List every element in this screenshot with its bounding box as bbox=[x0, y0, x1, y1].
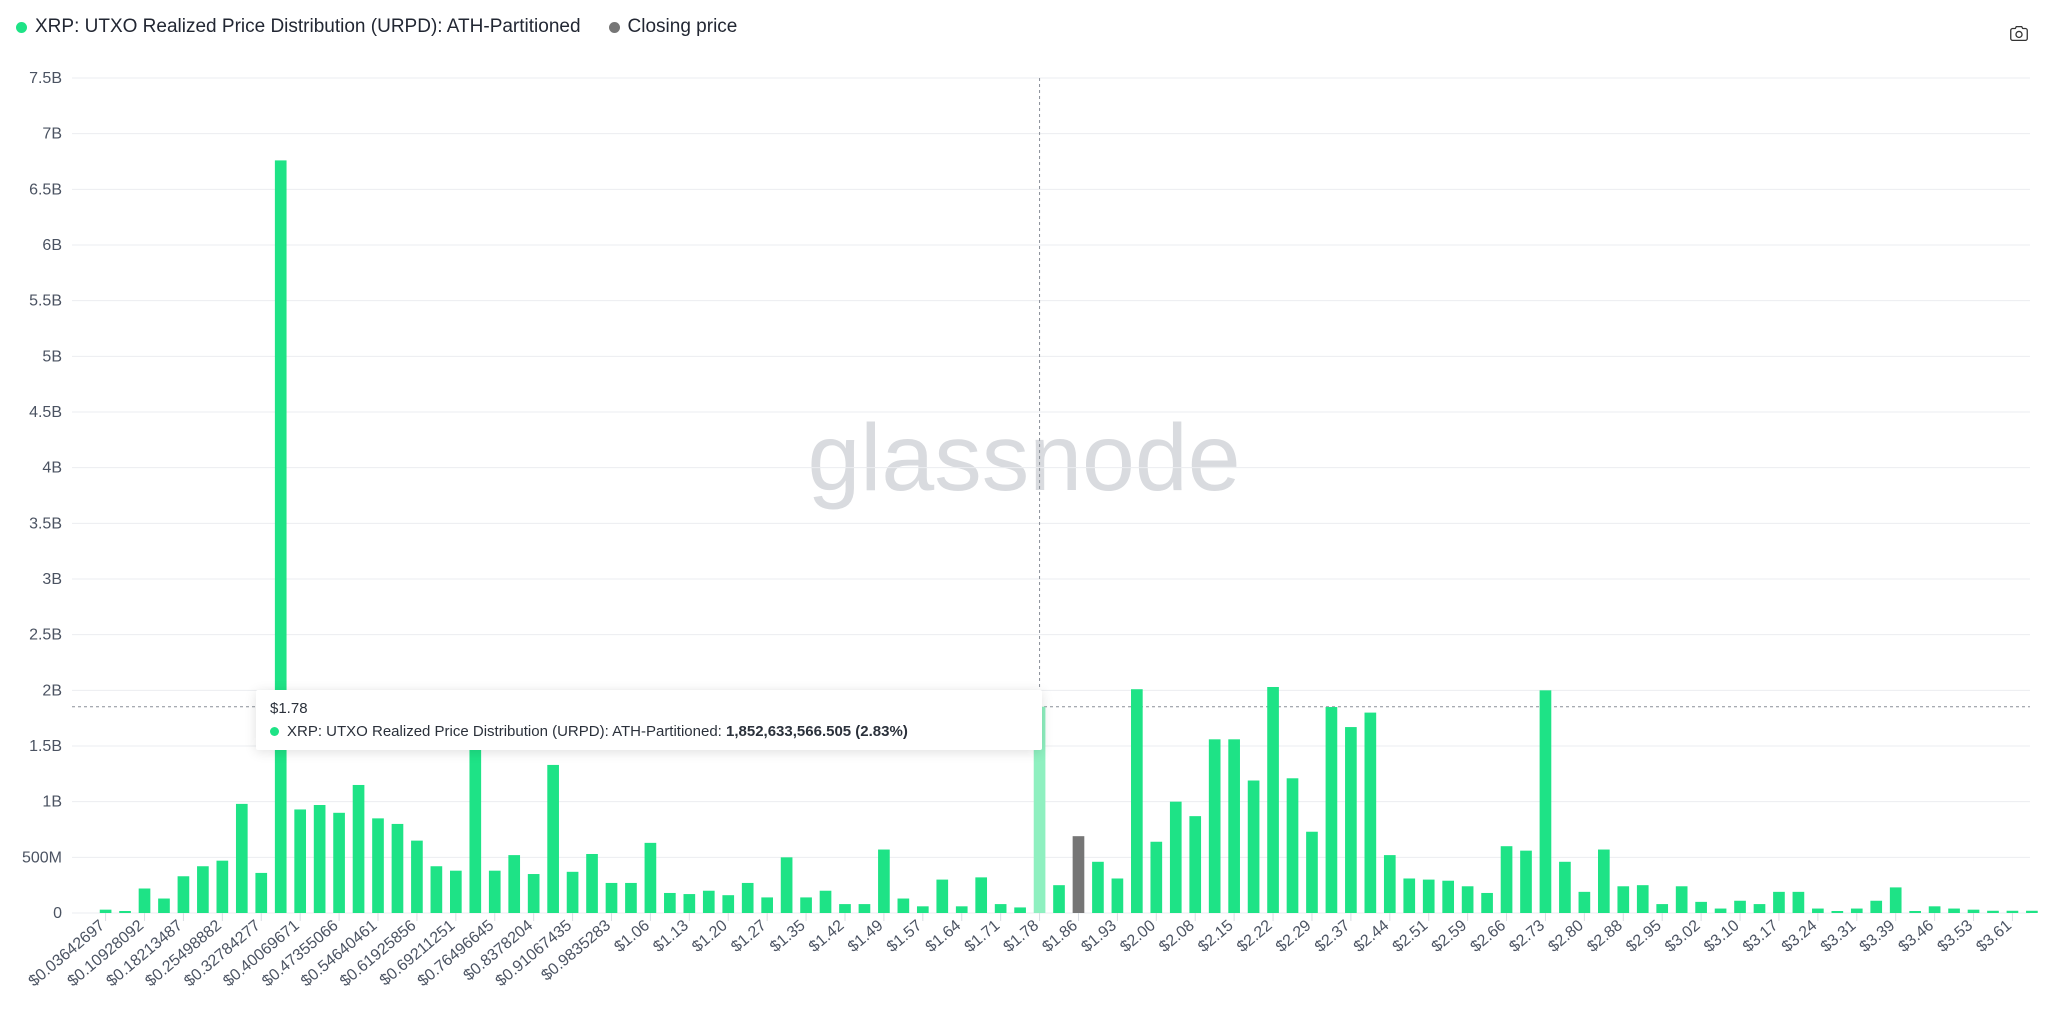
svg-text:$2.51: $2.51 bbox=[1390, 917, 1432, 956]
svg-text:$1.42: $1.42 bbox=[806, 917, 848, 956]
svg-text:$3.24: $3.24 bbox=[1779, 917, 1821, 956]
svg-text:$2.88: $2.88 bbox=[1584, 917, 1626, 956]
svg-text:$3.39: $3.39 bbox=[1857, 917, 1899, 956]
svg-text:$3.46: $3.46 bbox=[1896, 917, 1938, 956]
svg-text:$3.10: $3.10 bbox=[1701, 917, 1743, 956]
svg-text:glassnode: glassnode bbox=[807, 405, 1240, 511]
svg-text:$2.37: $2.37 bbox=[1312, 917, 1354, 956]
svg-text:1.5B: 1.5B bbox=[29, 738, 62, 755]
svg-text:3.5B: 3.5B bbox=[29, 515, 62, 532]
svg-text:$3.61: $3.61 bbox=[1973, 917, 2015, 956]
svg-text:6.5B: 6.5B bbox=[29, 181, 62, 198]
svg-text:$2.00: $2.00 bbox=[1117, 917, 1159, 956]
svg-text:$1.86: $1.86 bbox=[1039, 917, 1081, 956]
svg-text:7B: 7B bbox=[42, 126, 62, 143]
svg-text:2B: 2B bbox=[42, 682, 62, 699]
svg-text:$1.93: $1.93 bbox=[1078, 917, 1120, 956]
svg-text:$2.08: $2.08 bbox=[1156, 917, 1198, 956]
svg-text:4B: 4B bbox=[42, 460, 62, 477]
svg-text:$3.53: $3.53 bbox=[1934, 917, 1976, 956]
svg-text:7.5B: 7.5B bbox=[29, 70, 62, 87]
svg-text:$2.80: $2.80 bbox=[1545, 917, 1587, 956]
svg-text:$3.17: $3.17 bbox=[1740, 917, 1782, 956]
svg-text:$1.78: $1.78 bbox=[1001, 917, 1043, 956]
svg-text:2.5B: 2.5B bbox=[29, 627, 62, 644]
svg-text:3B: 3B bbox=[42, 571, 62, 588]
svg-text:6B: 6B bbox=[42, 237, 62, 254]
svg-text:$1.13: $1.13 bbox=[650, 917, 692, 956]
svg-text:$2.15: $2.15 bbox=[1195, 917, 1237, 956]
svg-text:500M: 500M bbox=[22, 849, 62, 866]
svg-text:$1.06: $1.06 bbox=[611, 917, 653, 956]
svg-text:$1.64: $1.64 bbox=[923, 917, 965, 956]
svg-text:$3.31: $3.31 bbox=[1818, 917, 1860, 956]
svg-text:$1.20: $1.20 bbox=[689, 917, 731, 956]
svg-text:4.5B: 4.5B bbox=[29, 404, 62, 421]
svg-text:$2.95: $2.95 bbox=[1623, 917, 1665, 956]
svg-text:0: 0 bbox=[53, 905, 62, 922]
svg-text:$1.27: $1.27 bbox=[728, 917, 770, 956]
svg-text:$2.73: $2.73 bbox=[1506, 917, 1548, 956]
svg-text:$2.44: $2.44 bbox=[1351, 917, 1393, 956]
svg-text:$2.66: $2.66 bbox=[1468, 917, 1510, 956]
svg-text:$1.35: $1.35 bbox=[767, 917, 809, 956]
svg-text:$2.29: $2.29 bbox=[1273, 917, 1315, 956]
svg-text:$1.49: $1.49 bbox=[845, 917, 887, 956]
svg-text:$1.71: $1.71 bbox=[962, 917, 1004, 956]
svg-text:$2.59: $2.59 bbox=[1429, 917, 1471, 956]
svg-text:5B: 5B bbox=[42, 348, 62, 365]
svg-text:$2.22: $2.22 bbox=[1234, 917, 1276, 956]
svg-text:$3.02: $3.02 bbox=[1662, 917, 1704, 956]
svg-text:$1.57: $1.57 bbox=[884, 917, 926, 956]
svg-text:5.5B: 5.5B bbox=[29, 293, 62, 310]
svg-text:1B: 1B bbox=[42, 794, 62, 811]
